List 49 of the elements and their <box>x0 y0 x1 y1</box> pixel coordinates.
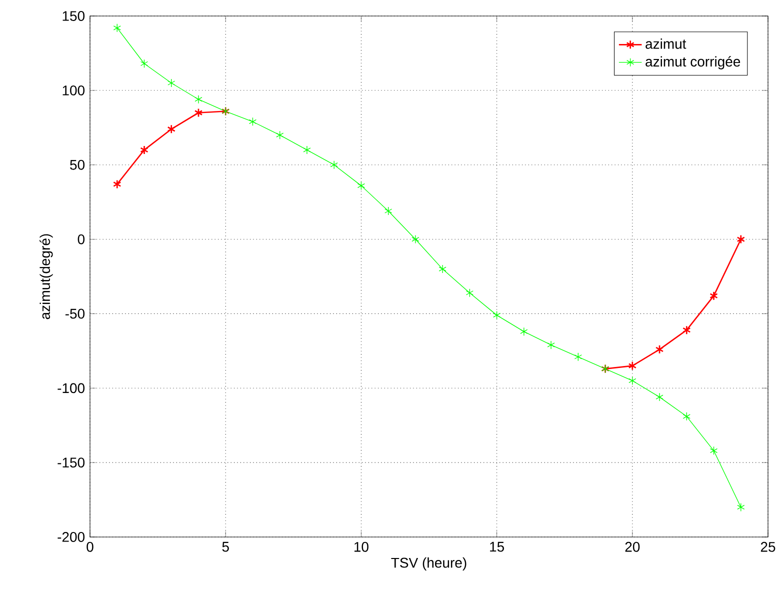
point <box>194 95 202 104</box>
point <box>628 376 636 386</box>
y-tick-label: -200 <box>58 532 85 542</box>
point <box>194 108 203 118</box>
point <box>682 412 690 421</box>
point <box>656 392 664 402</box>
point <box>710 291 718 301</box>
point <box>466 288 474 298</box>
x-tick-label: 15 <box>490 542 504 552</box>
point <box>737 502 745 512</box>
point <box>140 145 148 155</box>
legend-label: azimut corrigée <box>646 56 740 70</box>
point <box>167 124 176 134</box>
y-tick-label: -150 <box>58 458 85 468</box>
point <box>412 234 420 244</box>
point <box>276 130 284 140</box>
point <box>438 264 446 274</box>
point <box>248 117 257 126</box>
point <box>384 206 392 216</box>
point <box>140 59 148 68</box>
point <box>628 361 637 370</box>
point <box>710 446 718 455</box>
y-tick-label: -100 <box>58 383 85 394</box>
point <box>303 146 311 154</box>
point <box>493 310 501 320</box>
point <box>547 340 555 350</box>
point <box>330 160 338 170</box>
point <box>682 325 691 335</box>
point <box>112 180 122 189</box>
y-tick-label: 100 <box>62 85 85 96</box>
y-tick-label: 50 <box>70 160 85 170</box>
x-tick-label: 10 <box>354 542 368 552</box>
x-tick-label: 0 <box>86 542 94 552</box>
point <box>113 24 121 32</box>
point <box>736 234 746 244</box>
y-tick-label: 0 <box>78 234 85 244</box>
point <box>168 78 176 88</box>
point <box>357 181 366 190</box>
point <box>574 352 582 362</box>
x-axis-title: TSV (heure) <box>391 557 466 570</box>
x-tick-label: 25 <box>760 542 776 552</box>
x-tick-label: 5 <box>222 542 229 552</box>
y-tick-label: 150 <box>62 11 85 21</box>
point <box>655 344 664 354</box>
point <box>520 327 528 336</box>
y-tick-label: -50 <box>65 308 85 319</box>
legend-label: azimut <box>646 38 686 49</box>
x-tick-label: 20 <box>625 542 640 552</box>
y-axis-title: azimut(degré) <box>40 234 53 320</box>
